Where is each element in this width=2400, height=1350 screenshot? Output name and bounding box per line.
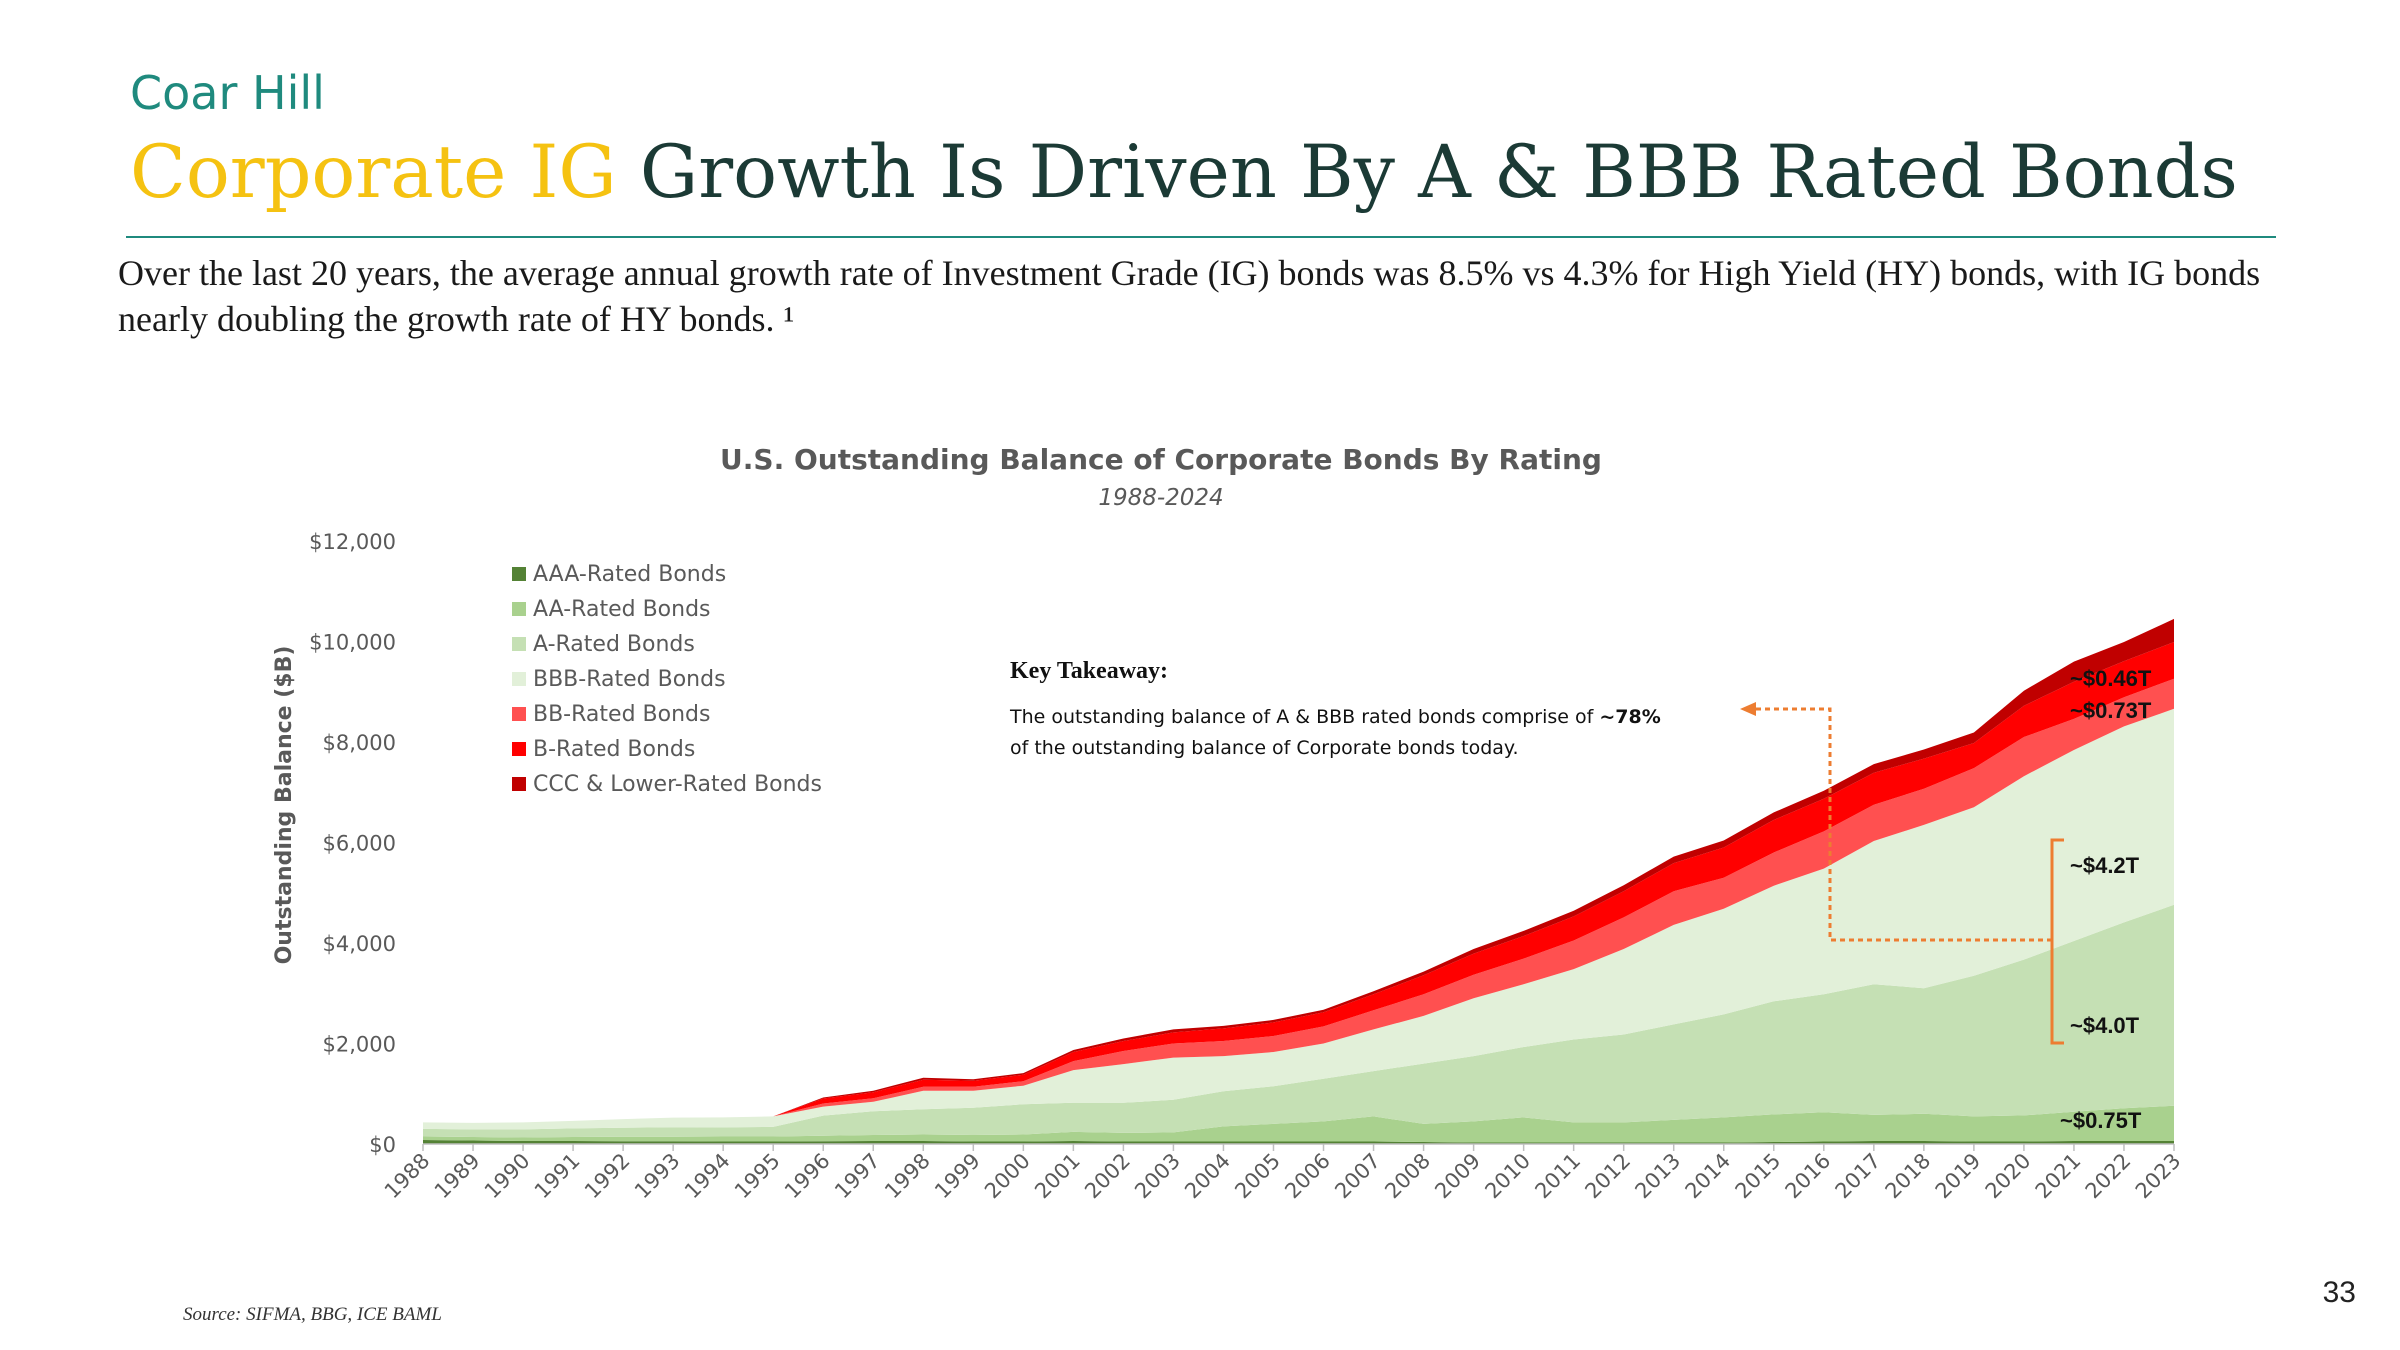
x-tick-label: 2006 (1280, 1149, 1335, 1204)
area-series-2 (423, 904, 2174, 1138)
x-tick-label: 2021 (2031, 1149, 2086, 1204)
legend-swatch (512, 567, 526, 581)
key-takeaway-line-1-text: The outstanding balance of A & BBB rated… (1009, 706, 1599, 728)
title-divider (126, 236, 2276, 238)
legend-swatch (512, 672, 526, 686)
label-ccc-balance: ~$0.46T (2070, 666, 2152, 691)
x-tick-label: 2009 (1430, 1149, 1485, 1204)
source-note: Source: SIFMA, BBG, ICE BAML (183, 1304, 442, 1325)
legend-label: CCC & Lower-Rated Bonds (533, 772, 822, 797)
legend-label: B-Rated Bonds (533, 737, 695, 762)
y-axis-ticks: $0 $2,000 $4,000 $6,000 $8,000 $10,000 $12,000 (309, 530, 396, 1157)
x-tick-label: 2019 (1931, 1149, 1986, 1204)
x-axis-ticks: 1988198919901991199219931994199519961997… (380, 1144, 2186, 1203)
x-tick-label: 2007 (1330, 1149, 1385, 1204)
y-tick-label: $8,000 (323, 731, 396, 755)
x-tick-label: 2005 (1230, 1149, 1285, 1204)
connector-arrowhead (1740, 702, 1756, 716)
x-tick-label: 2017 (1831, 1149, 1886, 1204)
legend-label: BBB-Rated Bonds (533, 667, 726, 692)
x-tick-label: 2012 (1580, 1149, 1635, 1204)
chart-title: U.S. Outstanding Balance of Corporate Bo… (720, 443, 1602, 476)
legend-swatch (512, 742, 526, 756)
title-accent: Corporate IG (130, 130, 617, 215)
x-tick-label: 2022 (2081, 1149, 2136, 1204)
x-tick-label: 2018 (1881, 1149, 1936, 1204)
legend-swatch (512, 707, 526, 721)
x-tick-label: 2010 (1480, 1149, 1535, 1204)
area-series-4 (423, 678, 2174, 1123)
x-tick-label: 2004 (1180, 1149, 1235, 1204)
legend-label: BB-Rated Bonds (533, 702, 710, 727)
x-tick-label: 2000 (980, 1149, 1035, 1204)
key-takeaway-percent: ~78% (1599, 706, 1660, 728)
x-tick-label: 1990 (480, 1149, 535, 1204)
label-hy-balance: ~$0.73T (2070, 698, 2152, 723)
x-tick-label: 1992 (580, 1149, 635, 1204)
key-takeaway-line-2: of the outstanding balance of Corporate … (1010, 737, 1519, 759)
y-tick-label: $12,000 (309, 530, 396, 554)
title-rest: Growth Is Driven By A & BBB Rated Bonds (616, 130, 2238, 215)
key-takeaway-line-1: The outstanding balance of A & BBB rated… (1009, 706, 1661, 728)
area-series-1 (423, 1105, 2174, 1143)
x-tick-label: 2001 (1030, 1149, 1085, 1204)
area-series-5 (423, 642, 2174, 1123)
y-axis-label: Outstanding Balance ($B) (272, 646, 297, 965)
x-tick-label: 1999 (930, 1149, 985, 1204)
x-tick-label: 2002 (1080, 1149, 1135, 1204)
x-tick-label: 2016 (1781, 1149, 1836, 1204)
brand-name: Coar Hill (130, 66, 325, 120)
x-tick-label: 1998 (880, 1149, 935, 1204)
x-tick-label: 1994 (680, 1149, 735, 1204)
page-number: 33 (2322, 1276, 2356, 1309)
x-tick-label: 1993 (630, 1149, 685, 1204)
label-bbb-balance: ~$4.2T (2070, 853, 2140, 878)
chart-subtitle: 1988-2024 (1098, 485, 1223, 511)
area-layers (423, 618, 2174, 1144)
area-series-0 (423, 1140, 2174, 1144)
y-tick-label: $0 (369, 1133, 396, 1157)
y-tick-label: $6,000 (323, 832, 396, 856)
x-tick-label: 1995 (730, 1149, 785, 1204)
legend-swatch (512, 602, 526, 616)
x-tick-label: 2014 (1681, 1149, 1736, 1204)
callout-connector (1740, 702, 2064, 1045)
x-tick-label: 2015 (1731, 1149, 1786, 1204)
legend-label: AA-Rated Bonds (533, 597, 711, 622)
x-tick-label: 1997 (830, 1149, 885, 1204)
x-tick-label: 2013 (1630, 1149, 1685, 1204)
y-tick-label: $2,000 (323, 1033, 396, 1057)
intro-text: Over the last 20 years, the average annu… (118, 253, 2261, 339)
x-tick-label: 1989 (430, 1149, 485, 1204)
label-a-balance: ~$4.0T (2070, 1013, 2140, 1038)
chart-legend: AAA-Rated Bonds AA-Rated Bonds A-Rated Bon… (512, 562, 822, 797)
key-takeaway-box: Key Takeaway: The outstanding balance of… (1009, 658, 1661, 759)
y-tick-label: $4,000 (323, 932, 396, 956)
x-tick-label: 2003 (1130, 1149, 1185, 1204)
x-tick-label: 2011 (1530, 1149, 1585, 1204)
legend-label: A-Rated Bonds (533, 632, 695, 657)
label-aa-balance: ~$0.75T (2060, 1108, 2142, 1133)
x-tick-label: 2023 (2131, 1149, 2186, 1204)
y-tick-label: $10,000 (309, 631, 396, 655)
x-tick-label: 1991 (530, 1149, 585, 1204)
ig-bracket (2050, 838, 2064, 1045)
x-tick-label: 2008 (1380, 1149, 1435, 1204)
key-takeaway-title: Key Takeaway: (1010, 658, 1168, 684)
dotted-connector-line (1752, 707, 2052, 942)
page-title: Corporate IG Growth Is Driven By A & BBB… (130, 130, 2238, 215)
legend-swatch (512, 777, 526, 791)
x-tick-label: 2020 (1981, 1149, 2036, 1204)
area-series-3 (423, 708, 2174, 1130)
legend-label: AAA-Rated Bonds (533, 562, 726, 587)
legend-swatch (512, 637, 526, 651)
x-tick-label: 1996 (780, 1149, 835, 1204)
